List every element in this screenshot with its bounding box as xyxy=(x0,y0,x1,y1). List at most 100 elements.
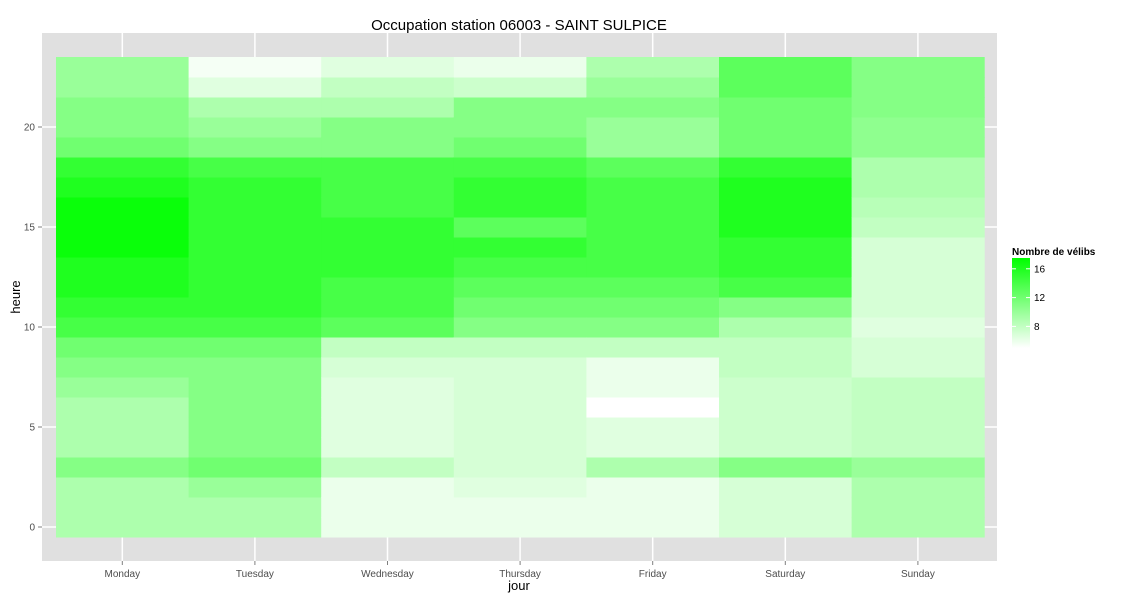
heatmap-cell xyxy=(453,397,587,418)
heatmap-cell xyxy=(56,437,190,458)
heatmap-cell xyxy=(453,57,587,78)
heatmap-cell xyxy=(188,457,322,478)
heatmap-cell xyxy=(453,317,587,338)
heatmap-cell xyxy=(188,357,322,378)
heatmap-cell xyxy=(719,137,853,158)
heatmap-cell xyxy=(321,177,455,198)
heatmap-cell xyxy=(586,197,720,218)
heatmap-cell xyxy=(188,237,322,258)
heatmap-cell xyxy=(453,277,587,298)
heatmap-cell xyxy=(188,497,322,518)
heatmap-cell xyxy=(453,137,587,158)
heatmap-cell xyxy=(851,217,985,238)
heatmap-cell xyxy=(851,277,985,298)
heatmap-cell xyxy=(321,457,455,478)
legend: Nombre de vélibs 8 12 16 xyxy=(1012,247,1096,348)
y-tick-label: 5 xyxy=(29,423,35,434)
legend-title: Nombre de vélibs xyxy=(1012,247,1096,258)
heatmap-cell xyxy=(56,257,190,278)
heatmap-cell xyxy=(851,497,985,518)
heatmap-cell xyxy=(586,77,720,98)
heatmap-cell xyxy=(188,77,322,98)
heatmap-cell xyxy=(586,97,720,118)
heatmap-cell xyxy=(188,437,322,458)
heatmap-cell xyxy=(586,337,720,358)
heatmap-cell xyxy=(453,437,587,458)
heatmap-cell xyxy=(851,97,985,118)
heatmap-cell xyxy=(453,377,587,398)
heatmap-cell xyxy=(586,137,720,158)
heatmap-cell xyxy=(719,97,853,118)
heatmap-cell xyxy=(851,517,985,538)
heatmap-cell xyxy=(56,457,190,478)
heatmap-cell xyxy=(56,477,190,498)
heatmap-cell xyxy=(188,377,322,398)
y-axis: 0 5 10 15 20 xyxy=(24,123,42,534)
heatmap-cell xyxy=(321,317,455,338)
heatmap-cell xyxy=(453,257,587,278)
heatmap-cell xyxy=(321,257,455,278)
x-axis: Monday Tuesday Wednesday Thursday Friday Satu… xyxy=(105,561,935,580)
y-tick-label: 10 xyxy=(24,323,36,334)
heatmap-cell xyxy=(188,397,322,418)
y-tick-label: 20 xyxy=(24,123,36,134)
y-axis-label: heure xyxy=(8,280,23,313)
heatmap-cell xyxy=(586,357,720,378)
heatmap-cell xyxy=(188,57,322,78)
heatmap-cell xyxy=(586,237,720,258)
heatmap-cell xyxy=(586,277,720,298)
heatmap-cell xyxy=(56,237,190,258)
heatmap-cell xyxy=(321,437,455,458)
heatmap-cell xyxy=(56,117,190,138)
heatmap-cell xyxy=(851,177,985,198)
y-tick-label: 15 xyxy=(24,223,36,234)
heatmap-cell xyxy=(719,57,853,78)
heatmap-cell xyxy=(321,157,455,178)
heatmap-cell xyxy=(851,117,985,138)
heatmap-cell xyxy=(719,217,853,238)
legend-tick-label: 8 xyxy=(1034,322,1040,333)
heatmap-cell xyxy=(453,117,587,138)
heatmap-cell xyxy=(321,297,455,318)
heatmap-cell xyxy=(851,457,985,478)
heatmap-cell xyxy=(719,357,853,378)
heatmap-cell xyxy=(321,497,455,518)
heatmap-cell xyxy=(188,257,322,278)
heatmap-cell xyxy=(321,237,455,258)
heatmap-cell xyxy=(586,57,720,78)
heatmap-cell xyxy=(851,357,985,378)
x-tick-label: Saturday xyxy=(765,569,805,580)
heatmap-cell xyxy=(719,497,853,518)
heatmap-cell xyxy=(321,377,455,398)
heatmap-cell xyxy=(56,197,190,218)
heatmap-cell xyxy=(851,377,985,398)
heatmap-cell xyxy=(56,177,190,198)
heatmap-cell xyxy=(56,517,190,538)
heatmap-cell xyxy=(321,77,455,98)
heatmap-cell xyxy=(188,117,322,138)
heatmap-cells xyxy=(56,57,985,538)
heatmap-cell xyxy=(586,417,720,438)
heatmap-cell xyxy=(188,297,322,318)
heatmap-cell xyxy=(719,177,853,198)
heatmap-cell xyxy=(321,397,455,418)
heatmap-cell xyxy=(188,277,322,298)
heatmap-cell xyxy=(851,237,985,258)
heatmap-cell xyxy=(321,97,455,118)
heatmap-cell xyxy=(453,297,587,318)
heatmap-cell xyxy=(851,477,985,498)
heatmap-cell xyxy=(56,397,190,418)
heatmap-cell xyxy=(453,477,587,498)
heatmap-cell xyxy=(851,397,985,418)
heatmap-cell xyxy=(719,117,853,138)
heatmap-cell xyxy=(56,57,190,78)
heatmap-cell xyxy=(453,417,587,438)
heatmap-cell xyxy=(719,477,853,498)
heatmap-cell xyxy=(851,77,985,98)
x-tick-label: Friday xyxy=(639,569,667,580)
legend-colorbar xyxy=(1012,258,1030,348)
heatmap-cell xyxy=(719,317,853,338)
heatmap-cell xyxy=(586,177,720,198)
heatmap-cell xyxy=(56,217,190,238)
